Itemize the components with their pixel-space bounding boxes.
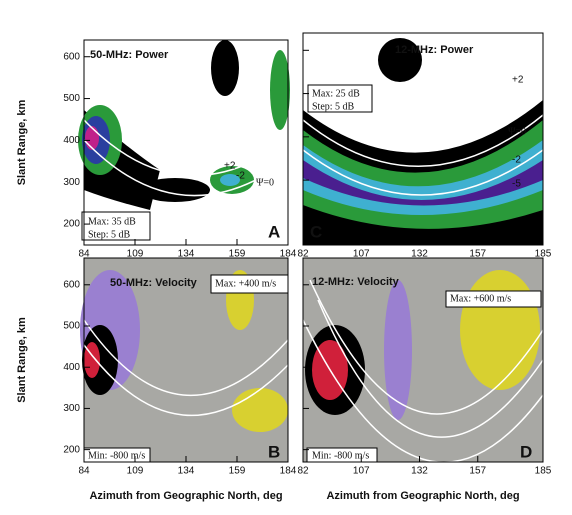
y-tick-label: 500 — [63, 321, 80, 332]
x-tick-label: 159 — [229, 249, 246, 260]
x-axis-label: Azimuth from Geographic North, deg — [89, 490, 282, 502]
annotation: -2 — [512, 155, 521, 166]
y-tick-label: 300 — [63, 177, 80, 188]
x-tick-label: 84 — [78, 249, 90, 260]
x-tick-label: 159 — [229, 466, 246, 477]
x-tick-label: 109 — [127, 249, 144, 260]
panel-title: 50-MHz: Power — [90, 49, 169, 61]
decor-A — [78, 40, 290, 245]
annotation: Max: 25 dB — [312, 88, 360, 99]
annotation: -2 — [236, 171, 245, 182]
annotation: Step: 5 dB — [88, 229, 131, 240]
panel-title: 12-MHz: Velocity — [312, 276, 400, 288]
y-axis-label: Slant Range, km — [16, 317, 28, 403]
y-tick-label: 200 — [63, 219, 80, 230]
panel-title: 12-MHz: Power — [395, 44, 474, 56]
x-tick-label: 157 — [469, 249, 486, 260]
annotation: Ψ=0 — [508, 126, 526, 137]
annotation: C — [310, 222, 322, 241]
annotation: +2 — [512, 75, 524, 86]
y-tick-label: 400 — [63, 362, 80, 373]
x-tick-label: 134 — [178, 249, 195, 260]
annotation: Min: -800 m/s — [312, 450, 369, 461]
note-box — [81, 211, 151, 241]
annotation: +2 — [224, 161, 236, 172]
y-tick-label: 400 — [63, 135, 80, 146]
x-tick-label: 134 — [178, 466, 195, 477]
y-axis-label: Slant Range, km — [16, 99, 28, 185]
y-tick-label: 300 — [63, 403, 80, 414]
y-tick-label: 200 — [63, 444, 80, 455]
annotation: D — [520, 442, 532, 461]
annotation: Step: 5 dB — [312, 101, 355, 112]
x-tick-label: 82 — [297, 249, 309, 260]
x-tick-label: 184 — [280, 249, 297, 260]
x-tick-label: 84 — [78, 466, 90, 477]
decor-C — [302, 33, 544, 245]
x-axis-label: Azimuth from Geographic North, deg — [326, 490, 519, 502]
x-tick-label: 185 — [535, 249, 552, 260]
x-tick-label: 109 — [127, 466, 144, 477]
x-tick-label: 132 — [411, 249, 428, 260]
x-tick-label: 107 — [353, 249, 370, 260]
panel-title: 50-MHz: Velocity — [110, 277, 198, 289]
decor-D — [302, 258, 544, 463]
y-tick-label: 600 — [63, 279, 80, 290]
annotation: -5 — [512, 179, 521, 190]
annotation: A — [268, 222, 280, 241]
note-box — [307, 84, 373, 113]
note-box — [445, 290, 542, 308]
panel-frame — [302, 257, 544, 463]
x-tick-label: 157 — [469, 466, 486, 477]
annotation: Min: -800 m/s — [88, 450, 145, 461]
annotation: Max: 35 dB — [88, 216, 136, 227]
y-tick-label: 500 — [63, 93, 80, 104]
annotation: Max: +600 m/s — [450, 293, 511, 304]
x-tick-label: 82 — [297, 466, 309, 477]
annotation: B — [268, 442, 280, 461]
panel-frame — [302, 32, 544, 246]
y-tick-label: 600 — [63, 51, 80, 62]
annotation: Ψ=0 — [256, 177, 274, 188]
annotation: Max: +400 m/s — [215, 278, 276, 289]
x-tick-label: 107 — [353, 466, 370, 477]
x-tick-label: 184 — [280, 466, 297, 477]
x-tick-label: 132 — [411, 466, 428, 477]
x-tick-label: 185 — [535, 466, 552, 477]
